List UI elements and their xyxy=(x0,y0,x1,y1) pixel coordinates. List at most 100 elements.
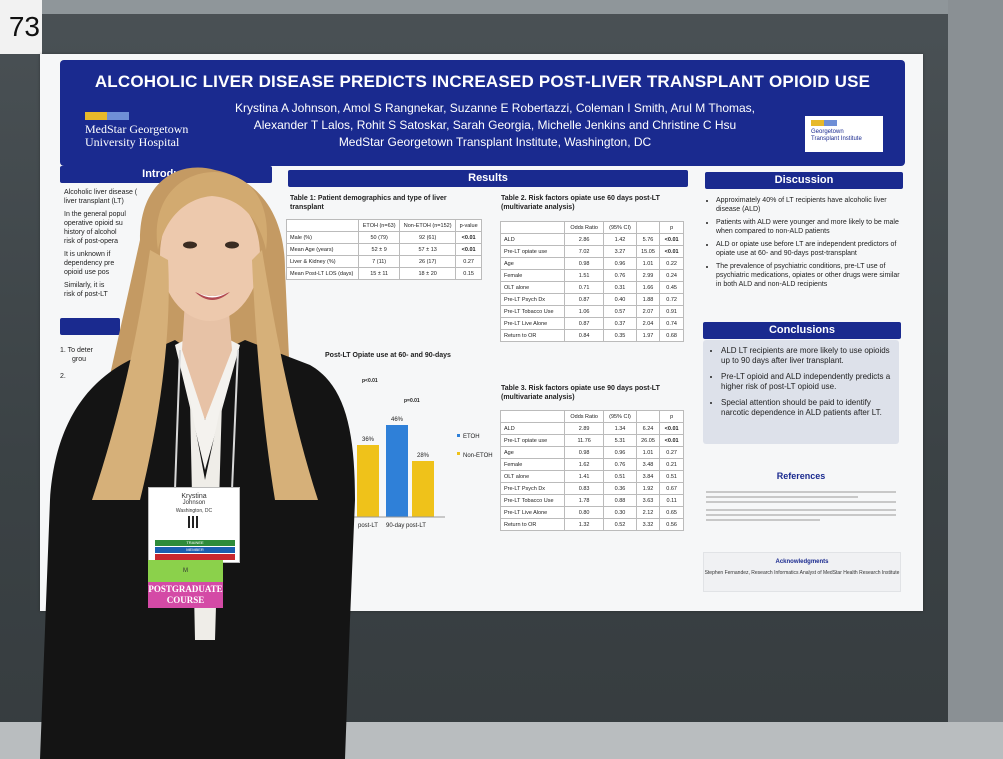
table-row: Female 1.62 0.76 3.48 0.21 xyxy=(499,458,684,471)
table1: ETOH (n=63) Non-ETOH (n=152) p-value Male (… xyxy=(285,219,482,280)
chart-bar xyxy=(386,425,408,517)
logo-right-text-1: Georgetown xyxy=(811,129,844,135)
table-cell: 0.76 xyxy=(603,458,637,471)
ribbon-postgraduate: POSTGRADUATE COURSE xyxy=(148,582,223,608)
intro-line: Similarly, it is xyxy=(64,282,105,289)
legend-label: Non-ETOH xyxy=(463,453,493,459)
table-cell: 0.11 xyxy=(659,494,684,507)
table2: Odds Ratio (95% CI) p ALD 2.86 1.42 5.76 <0.01 P… xyxy=(499,221,684,342)
table-row: Return to OR 1.32 0.52 3.32 0.56 xyxy=(499,518,684,531)
x-tick-label: 90-day post-LT xyxy=(386,523,426,529)
ribbon-text-2: COURSE xyxy=(166,595,205,605)
badge-name-2: Johnson xyxy=(182,500,206,506)
acknowledgments-heading: Acknowledgments xyxy=(775,559,829,565)
bar-data-label: 46% xyxy=(391,417,404,423)
table-cell: Return to OR xyxy=(499,518,566,531)
discussion-bullet: ALD or opiate use before LT are independ… xyxy=(716,240,902,258)
medstar-logo: MedStar Georgetown University Hospital xyxy=(85,112,188,149)
badge-name-1: Krystina xyxy=(181,493,207,500)
logo-text-1: MedStar Georgetown xyxy=(85,122,189,136)
badge-stripe-trainee: TRAINEE xyxy=(155,540,235,546)
name-badge: Krystina Johnson Washington, DC TRAINEE … xyxy=(148,487,240,563)
reference-line xyxy=(706,509,896,511)
discussion-bullet: Approximately 40% of LT recipients have … xyxy=(716,196,902,214)
table3-header-row: Odds Ratio (95% CI) p xyxy=(499,410,684,423)
booth-number: 73 xyxy=(0,0,42,54)
logo-bar-icon xyxy=(811,120,837,126)
table-cell: 0.15 xyxy=(455,267,482,280)
ribbon-text-1: POSTGRADUATE xyxy=(148,584,223,594)
table-row: OLT alone 0.71 0.31 1.66 0.45 xyxy=(499,281,684,294)
conclusion-bullet: Pre-LT opioid and ALD independently pred… xyxy=(721,372,891,392)
table2-title: Table 2. Risk factors opiate use 60 days… xyxy=(501,195,660,211)
transplant-institute-logo: Georgetown Transplant Institute xyxy=(805,116,883,152)
conclusion-bullet: Special attention should be paid to iden… xyxy=(721,398,891,418)
reference-line xyxy=(706,514,896,516)
bar-data-label: 28% xyxy=(417,453,430,459)
poster-institution: MedStar Georgetown Transplant Institute,… xyxy=(338,135,652,149)
frame-top xyxy=(40,0,950,14)
authors-line-1: Krystina A Johnson, Amol S Rangnekar, Su… xyxy=(234,101,756,115)
table-cell: <0.01 xyxy=(455,231,482,244)
reference-line xyxy=(706,519,820,521)
table-row: Pre-LT Psych Dx 0.83 0.36 1.92 0.67 xyxy=(499,482,684,495)
table-cell: 1.32 xyxy=(564,518,605,531)
reference-line xyxy=(706,491,896,493)
table-cell: 1.42 xyxy=(603,233,637,246)
acknowledgments-text: Stephen Fernandez, Research Informatics … xyxy=(704,570,900,576)
table-cell: 0.56 xyxy=(659,518,684,531)
results-heading: Results xyxy=(288,170,688,187)
conclusion-bullet: ALD LT recipients are more likely to use… xyxy=(721,346,891,366)
conclusions-heading: Conclusions xyxy=(703,322,901,339)
table-cell: 0.52 xyxy=(603,518,637,531)
table-row: Pre-LT Tobacco Use 1.06 0.57 2.07 0.91 xyxy=(499,305,684,318)
badge-stripe-red xyxy=(155,554,235,560)
discussion-bullet: Patients with ALD were younger and more … xyxy=(716,218,902,236)
chart-bar xyxy=(412,461,434,517)
table-cell: 0.84 xyxy=(564,329,605,342)
table-cell: 1.97 xyxy=(635,329,661,342)
table2-header-row: Odds Ratio (95% CI) p xyxy=(499,221,684,234)
table2-column-header: (95% CI) xyxy=(603,221,637,234)
poster-authors: Krystina A Johnson, Amol S Rangnekar, Su… xyxy=(210,100,780,134)
badge-stripe-member: MEMBER xyxy=(155,547,235,553)
badge-ribbons: M POSTGRADUATE COURSE xyxy=(148,560,223,608)
discussion-heading: Discussion xyxy=(705,172,903,189)
references-heading: References xyxy=(776,471,826,481)
ribbon-green: M xyxy=(148,560,223,582)
x-tick-label: post-LT xyxy=(358,523,378,529)
table-cell: Return to OR xyxy=(499,329,566,342)
bar-data-label: 36% xyxy=(362,437,375,443)
discussion-bullet: The prevalence of psychiatric conditions… xyxy=(716,262,902,289)
legend-swatch xyxy=(457,452,460,455)
chart-bar xyxy=(357,445,379,517)
table-row: OLT alone 1.41 0.51 3.84 0.51 xyxy=(499,470,684,483)
authors-line-2: Alexander T Lalos, Rohit S Satoskar, Sar… xyxy=(253,118,737,132)
reference-line xyxy=(706,496,858,498)
logo-bar-icon xyxy=(85,112,129,120)
table-cell: 0.35 xyxy=(603,329,637,342)
table-row: Return to OR 0.84 0.35 1.97 0.68 xyxy=(499,329,684,342)
table-cell: <0.01 xyxy=(659,422,684,435)
table-cell: 0.68 xyxy=(659,329,684,342)
poster-title: ALCOHOLIC LIVER DISEASE PREDICTS INCREAS… xyxy=(94,72,871,91)
p-value-label: p=0.01 xyxy=(404,398,420,404)
acknowledgments-box: Acknowledgments Stephen Fernandez, Resea… xyxy=(703,552,901,592)
legend-label: ETOH xyxy=(463,434,480,440)
badge-city: Washington, DC xyxy=(175,508,213,514)
logo-text-2: University Hospital xyxy=(85,135,180,149)
table3: Odds Ratio (95% CI) p ALD 2.89 1.34 6.24 <0.01 P… xyxy=(499,410,684,531)
figure-title: Post-LT Opiate use at 60- and 90-days xyxy=(325,352,451,359)
legend-swatch xyxy=(457,434,460,437)
table-row: Age 0.98 0.96 1.01 0.27 xyxy=(499,446,684,459)
table-cell: 18 ± 20 xyxy=(399,267,457,280)
conclusions-box: ALD LT recipients are more likely to use… xyxy=(703,340,899,444)
frame-right xyxy=(948,0,1003,759)
qr-code-icon xyxy=(188,516,200,528)
table3-title: Table 3. Risk factors opiate use 90 days… xyxy=(501,385,660,401)
poster-header: ALCOHOLIC LIVER DISEASE PREDICTS INCREAS… xyxy=(60,60,905,166)
p-value-label: p<0.01 xyxy=(362,378,378,384)
logo-right-text-2: Transplant Institute xyxy=(811,136,862,142)
discussion-text: Approximately 40% of LT recipients have … xyxy=(706,196,902,293)
